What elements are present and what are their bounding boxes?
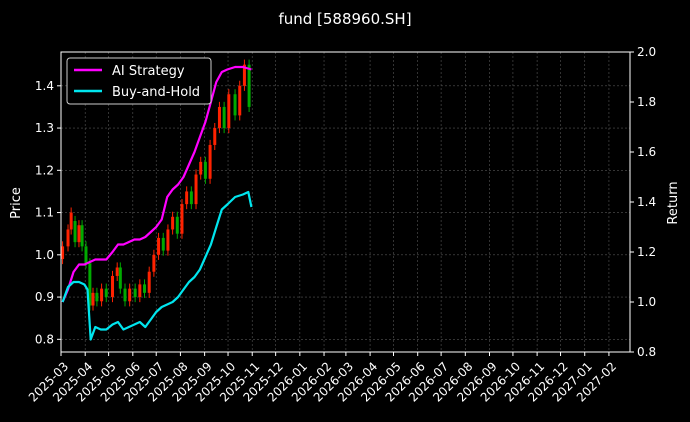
candle-body xyxy=(100,288,104,302)
right-tick-label: 1.2 xyxy=(637,245,656,259)
candle-body xyxy=(61,246,65,260)
candle-body xyxy=(233,94,237,116)
candle-body xyxy=(199,161,203,175)
candle-body xyxy=(77,225,81,243)
candle-body xyxy=(175,216,179,234)
candle-body xyxy=(133,288,137,298)
candle-body xyxy=(147,271,151,293)
series-line-ai-strategy xyxy=(61,65,252,303)
left-tick-label: 1.1 xyxy=(35,206,54,220)
candle-body xyxy=(73,221,77,243)
candle-body xyxy=(217,106,221,129)
candle-body xyxy=(138,284,142,298)
candle-body xyxy=(180,204,184,234)
candle-body xyxy=(115,267,119,276)
legend-label-buy-and-hold: Buy-and-Hold xyxy=(112,85,200,100)
right-tick-label: 1.8 xyxy=(637,95,656,109)
candle-body xyxy=(104,288,108,298)
left-tick-label: 0.8 xyxy=(35,332,54,346)
left-tick-label: 1.0 xyxy=(35,248,54,262)
series-lines xyxy=(61,65,253,341)
legend-label-ai-strategy: AI Strategy xyxy=(112,64,185,79)
left-tick-label: 1.3 xyxy=(35,121,54,135)
candle-body xyxy=(88,263,92,306)
candle-body xyxy=(143,284,147,293)
candle-body xyxy=(171,216,175,230)
candle-body xyxy=(161,237,165,251)
candle-body xyxy=(157,237,161,255)
left-y-axis: 0.8 0.9 1.0 1.1 1.2 1.3 1.4 xyxy=(35,79,61,346)
candle-body xyxy=(213,128,217,145)
x-axis: 2025-032025-042025-052025-062025-072025-… xyxy=(26,352,619,405)
candle-body xyxy=(91,292,95,306)
candle-body xyxy=(194,174,198,205)
candle-body xyxy=(222,106,226,129)
candle-body xyxy=(111,275,115,298)
right-y-axis-label: Return xyxy=(666,181,681,224)
right-tick-label: 0.8 xyxy=(637,345,656,359)
candle-body xyxy=(166,229,170,251)
right-tick-label: 2.0 xyxy=(637,45,656,59)
left-tick-label: 1.4 xyxy=(35,79,54,93)
candle-body xyxy=(247,64,251,107)
left-y-axis-label: Price xyxy=(9,187,24,219)
chart-title: fund [588960.SH] xyxy=(278,10,411,28)
candle-body xyxy=(69,212,73,230)
right-tick-label: 1.6 xyxy=(637,145,656,159)
left-tick-label: 1.2 xyxy=(35,163,54,177)
candle-body xyxy=(189,191,193,205)
candle-body xyxy=(242,64,246,86)
candle-body xyxy=(84,246,88,264)
candle-body xyxy=(203,161,207,179)
legend-box xyxy=(66,57,212,105)
legend: AI Strategy Buy-and-Hold xyxy=(66,57,212,105)
candle-body xyxy=(152,254,156,272)
candle-body xyxy=(123,288,127,302)
candle-body xyxy=(80,225,84,247)
candle-body xyxy=(118,267,122,289)
candle-body xyxy=(238,85,242,116)
candle-body xyxy=(66,229,70,247)
right-tick-label: 1.4 xyxy=(637,195,656,209)
right-tick-label: 1.0 xyxy=(637,295,656,309)
left-tick-label: 0.9 xyxy=(35,290,54,304)
candle-body xyxy=(95,292,99,302)
price-candles xyxy=(61,59,251,311)
candle-body xyxy=(208,144,212,179)
candle-body xyxy=(128,288,132,302)
candle-body xyxy=(227,94,231,129)
series-line-buy-and-hold xyxy=(61,190,253,341)
candle-body xyxy=(185,191,189,205)
right-y-axis: 0.8 1.0 1.2 1.4 1.6 1.8 2.0 xyxy=(630,45,656,359)
